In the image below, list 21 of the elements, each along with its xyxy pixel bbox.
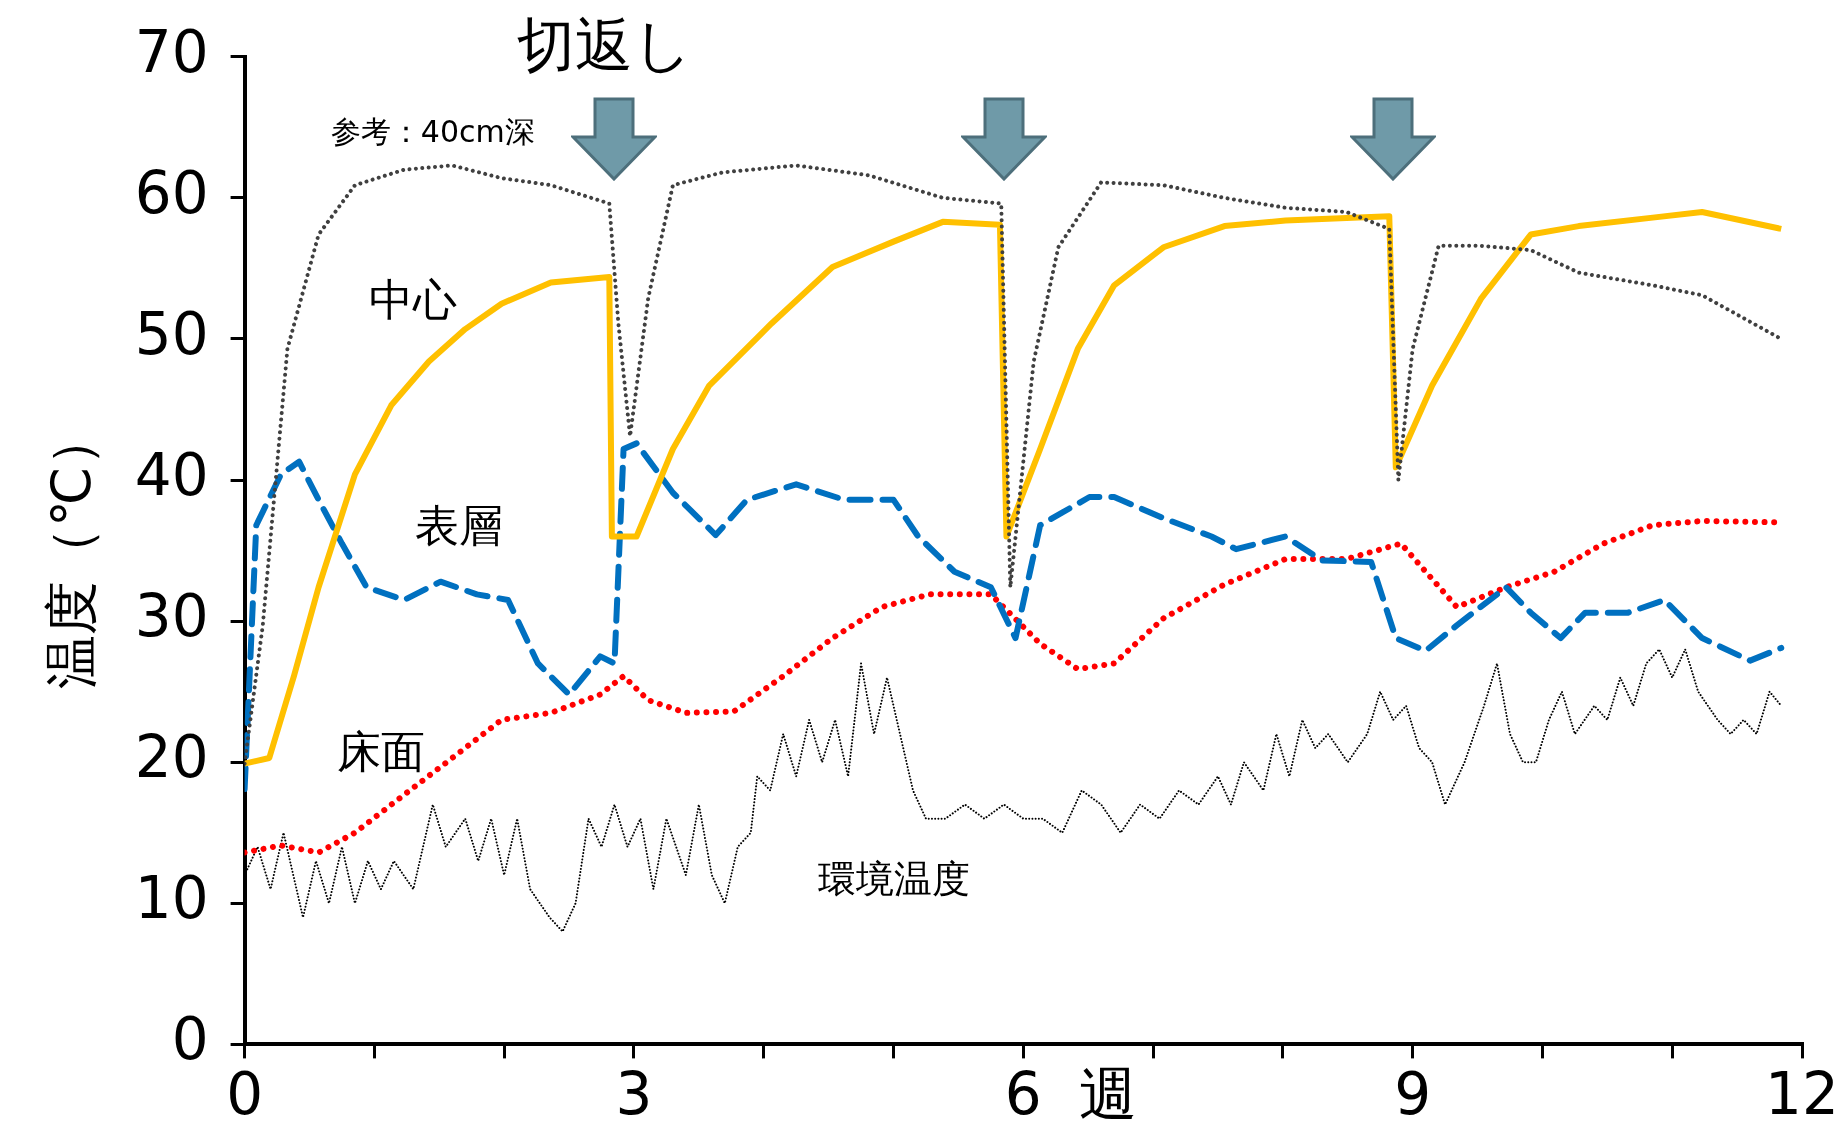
y-tick-label: 70 [134, 17, 209, 86]
series-label: 床面 [336, 725, 425, 777]
y-tick-label: 20 [134, 723, 209, 792]
y-tick-label: 40 [134, 441, 209, 510]
x-tick-label: 9 [1394, 1060, 1432, 1129]
x-tick-label: 0 [226, 1060, 264, 1129]
x-axis-title: 週 [1078, 1060, 1137, 1129]
y-tick-label: 50 [134, 300, 209, 369]
y-tick-label: 10 [134, 864, 209, 933]
y-axis-title: 温度（℃） [40, 412, 104, 689]
y-tick-label: 30 [134, 582, 209, 651]
series-label: 環境温度 [817, 857, 970, 902]
series-label: 中心 [369, 274, 458, 326]
annotation: 切返し [517, 9, 693, 81]
x-tick-label: 3 [615, 1060, 653, 1129]
x-tick-label: 12 [1765, 1060, 1839, 1129]
series-label: 表層 [414, 499, 503, 551]
series-label: 参考：40cm深 [330, 114, 535, 150]
y-tick-label: 0 [171, 1005, 209, 1074]
x-tick-label: 6 [1004, 1060, 1042, 1129]
y-tick-label: 60 [134, 158, 209, 227]
